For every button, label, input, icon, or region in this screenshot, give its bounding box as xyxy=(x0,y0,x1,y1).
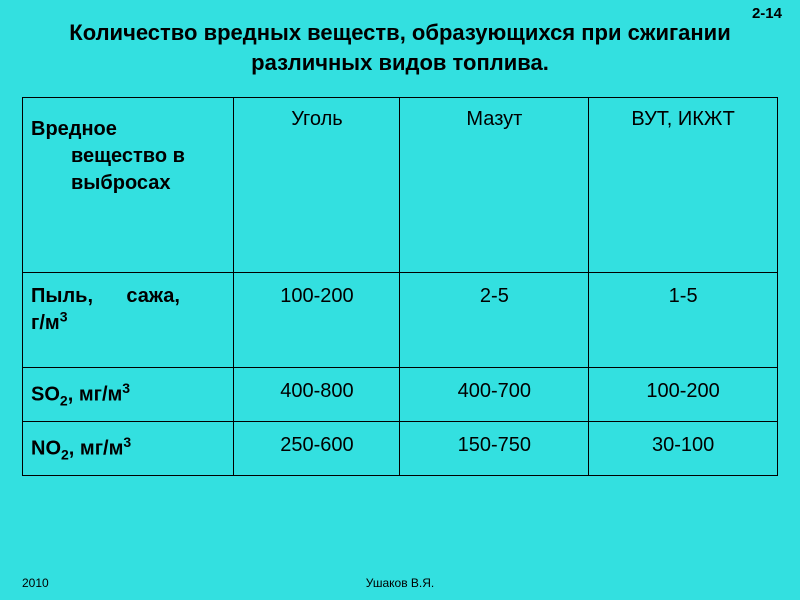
formula-sub: 2 xyxy=(61,447,69,463)
header-text: выбросах xyxy=(31,172,219,195)
table-header-row: Вредное вещество в выбросах Уголь Мазут … xyxy=(23,98,778,273)
table-row: Пыль, сажа,г/м3 100-200 2-5 1-5 xyxy=(23,273,778,368)
emissions-table: Вредное вещество в выбросах Уголь Мазут … xyxy=(22,97,778,475)
cell: 100-200 xyxy=(234,273,400,368)
label-text: Пыль, сажа,г/м3 xyxy=(31,285,180,334)
header-text: Вредное xyxy=(31,118,219,141)
slide-title: Количество вредных веществ, образующихся… xyxy=(0,0,800,97)
cell: 30-100 xyxy=(589,422,778,476)
cell: 150-750 xyxy=(400,422,589,476)
unit-sup: 3 xyxy=(122,380,130,396)
cell: 400-700 xyxy=(400,368,589,422)
page-number: 2-14 xyxy=(752,6,782,23)
row-label-so2: SO2, мг/м3 xyxy=(23,368,234,422)
header-substance: Вредное вещество в выбросах xyxy=(23,98,234,273)
cell: 400-800 xyxy=(234,368,400,422)
unit-text: , мг/м xyxy=(68,384,123,406)
formula-base: NO xyxy=(31,438,61,460)
row-label-no2: NO2, мг/м3 xyxy=(23,422,234,476)
cell: 1-5 xyxy=(589,273,778,368)
row-label-dust: Пыль, сажа,г/м3 xyxy=(23,273,234,368)
formula-base: SO xyxy=(31,384,60,406)
emissions-table-container: Вредное вещество в выбросах Уголь Мазут … xyxy=(0,97,800,475)
table-row: NO2, мг/м3 250-600 150-750 30-100 xyxy=(23,422,778,476)
cell: 2-5 xyxy=(400,273,589,368)
cell: 250-600 xyxy=(234,422,400,476)
col-header-mazut: Мазут xyxy=(400,98,589,273)
cell: 100-200 xyxy=(589,368,778,422)
footer-author: Ушаков В.Я. xyxy=(0,576,800,590)
unit-text: , мг/м xyxy=(69,438,124,460)
unit-sup: 3 xyxy=(123,434,131,450)
col-header-coal: Уголь xyxy=(234,98,400,273)
table-row: SO2, мг/м3 400-800 400-700 100-200 xyxy=(23,368,778,422)
formula-sub: 2 xyxy=(60,393,68,409)
col-header-vut: ВУТ, ИКЖТ xyxy=(589,98,778,273)
header-text: вещество в xyxy=(31,145,219,168)
